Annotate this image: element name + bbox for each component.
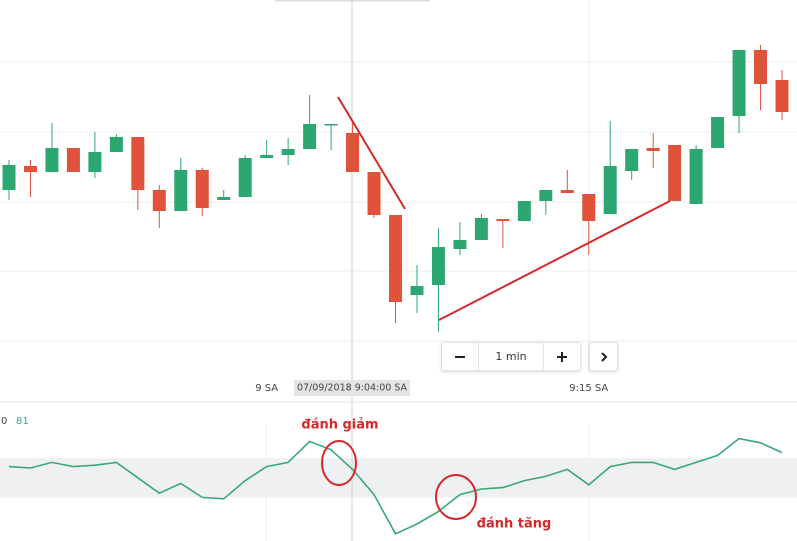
candle-body [346,133,360,172]
candle-body [453,240,467,249]
annotation-circle [435,474,477,520]
candle-body [174,170,188,211]
candle-body [689,149,703,204]
candle-body [517,201,531,221]
annotation: đánh tăng [477,517,552,532]
interval-box: 1 min [441,342,581,371]
candle-body [2,165,16,190]
plus-button[interactable] [544,343,580,370]
annotation: đánh giảm [301,418,378,433]
marks: 9 SA 9:15 SA [2,45,789,535]
next-button[interactable] [590,343,617,370]
trend-line-down [337,96,406,210]
candle-body [496,219,510,221]
candle-body [217,197,231,200]
candle-body [260,155,274,158]
interval-label[interactable]: 1 min [478,343,544,370]
crosshair-label: 07/09/2018 9:04:00 SA [297,383,408,394]
crosshair-label-bg [294,380,410,396]
candle-body [389,215,402,302]
candle-body [732,50,746,116]
next-box [589,342,618,371]
candle-body [152,190,166,211]
candle-body [775,80,789,112]
candle-body [88,152,102,172]
candle-body [238,158,252,197]
candle-body [131,137,145,190]
indicator-line [8,437,783,535]
interval-controls: 1 min [441,342,618,371]
candle-body [431,247,445,285]
minus-icon [455,355,465,358]
candle-body [603,166,617,214]
candle-body [711,117,725,148]
candle-body [367,172,381,215]
x-tick-label: 9 SA [255,383,278,394]
minus-button[interactable] [442,343,478,370]
indicator-value: 81 [16,416,29,427]
candle-body [324,124,338,126]
x-tick-label: 9:15 SA [569,383,608,394]
candle-body [539,190,553,201]
candle-body [646,148,660,151]
candle-body [66,148,80,172]
annotation-circle [321,440,357,486]
indicator-band [0,458,797,498]
candle-body [195,170,209,208]
candle-body [582,194,596,221]
trend-line-up [438,200,671,321]
candle-body [303,124,317,149]
candle-body [410,286,424,295]
plus-icon [557,351,567,362]
candle-body [474,218,488,240]
candle-body [23,166,37,172]
candle-body [560,190,574,193]
next-icon [600,351,607,362]
candle-body [668,145,682,201]
candle-body [754,50,768,84]
candle-body [109,137,123,152]
candle-body [625,149,639,171]
candle-body [281,149,295,155]
indicator-label: 0 [1,416,7,427]
candle-body [45,148,59,172]
